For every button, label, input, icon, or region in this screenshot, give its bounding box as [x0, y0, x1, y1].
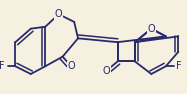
Text: O: O	[68, 61, 75, 71]
Text: F: F	[176, 61, 182, 71]
Text: O: O	[102, 66, 110, 76]
Text: F: F	[0, 61, 5, 71]
Text: O: O	[148, 24, 155, 34]
Text: O: O	[55, 9, 63, 19]
